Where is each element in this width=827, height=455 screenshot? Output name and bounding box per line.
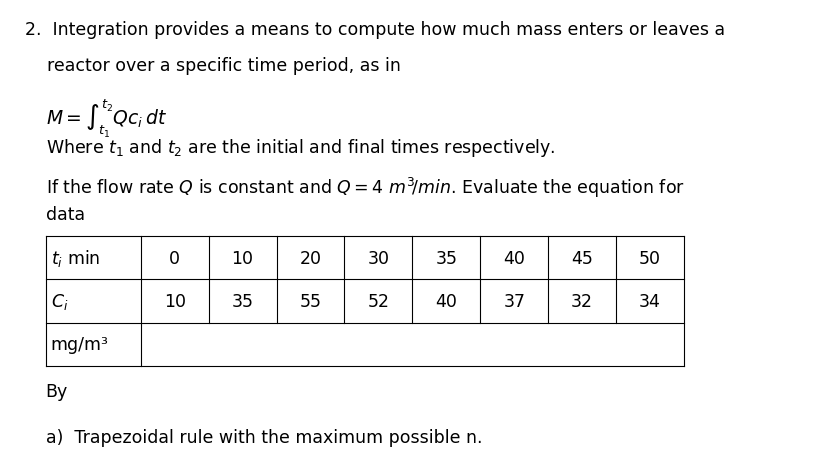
Text: 40: 40 [435, 293, 457, 310]
Text: 10: 10 [164, 293, 185, 310]
Text: If the flow rate $Q$ is constant and $Q = 4\ m^3\!/min$. Evaluate the equation f: If the flow rate $Q$ is constant and $Q … [45, 175, 684, 199]
Text: a)  Trapezoidal rule with the maximum possible n.: a) Trapezoidal rule with the maximum pos… [45, 428, 481, 445]
Text: mg/m³: mg/m³ [50, 336, 108, 354]
Text: 32: 32 [571, 293, 592, 310]
Text: By: By [45, 382, 68, 400]
Text: 34: 34 [638, 293, 660, 310]
Text: 30: 30 [367, 249, 389, 267]
Text: 10: 10 [232, 249, 253, 267]
Text: 45: 45 [571, 249, 592, 267]
Text: 52: 52 [367, 293, 389, 310]
Text: data: data [45, 206, 84, 223]
Text: 20: 20 [299, 249, 321, 267]
Text: $M = \int_{t_1}^{t_2} Qc_i\,dt$: $M = \int_{t_1}^{t_2} Qc_i\,dt$ [45, 98, 166, 140]
Text: 37: 37 [503, 293, 524, 310]
Text: 35: 35 [435, 249, 457, 267]
Text: 0: 0 [169, 249, 180, 267]
Text: reactor over a specific time period, as in: reactor over a specific time period, as … [25, 57, 400, 75]
Text: 55: 55 [299, 293, 321, 310]
Text: $t_i$ min: $t_i$ min [50, 248, 100, 269]
Text: 50: 50 [638, 249, 660, 267]
Text: Where $t_1$ and $t_2$ are the initial and final times respectively.: Where $t_1$ and $t_2$ are the initial an… [45, 136, 554, 158]
Text: 35: 35 [232, 293, 253, 310]
Text: $C_i$: $C_i$ [50, 292, 68, 311]
Text: 40: 40 [503, 249, 524, 267]
Text: 2.  Integration provides a means to compute how much mass enters or leaves a: 2. Integration provides a means to compu… [25, 20, 724, 38]
